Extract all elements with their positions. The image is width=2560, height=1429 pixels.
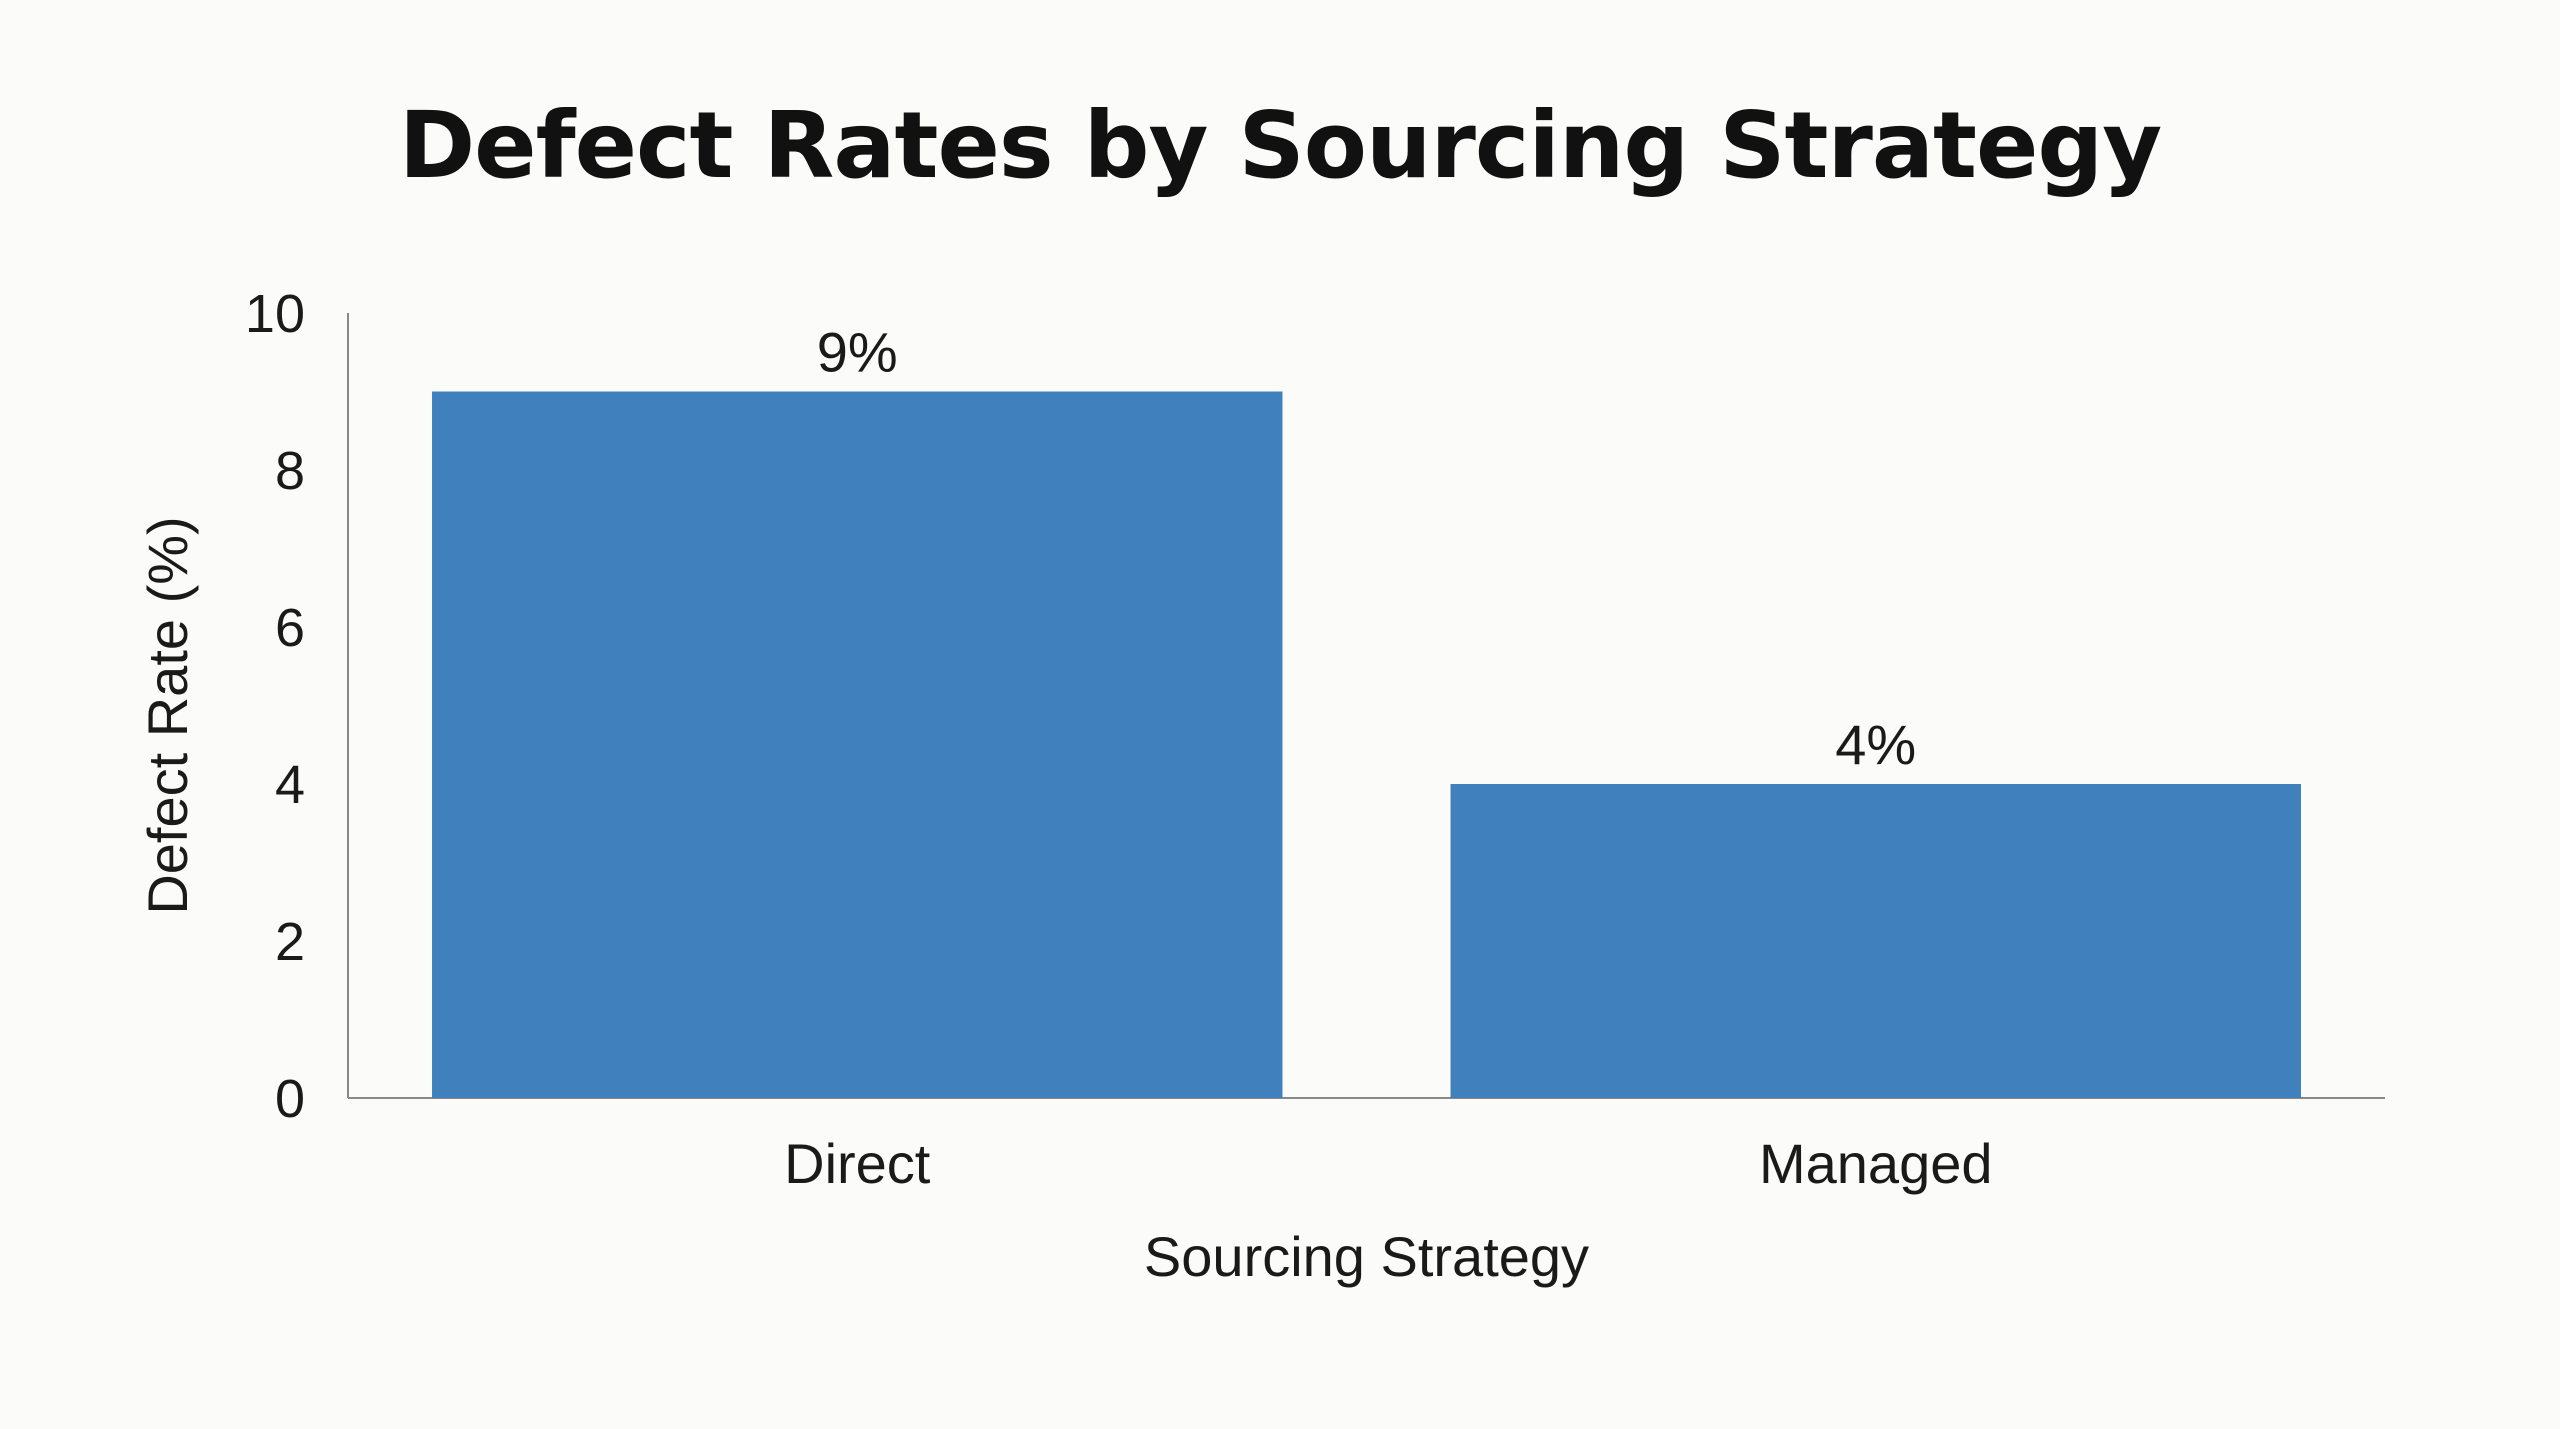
bar-managed bbox=[1450, 784, 2301, 1098]
y-tick-label: 8 bbox=[275, 441, 305, 501]
y-axis: 0 2 4 6 8 10 bbox=[245, 284, 349, 1129]
x-axis-title: Sourcing Strategy bbox=[1144, 1225, 1589, 1288]
bar-direct bbox=[432, 391, 1283, 1098]
data-label-managed: 4% bbox=[1835, 713, 1916, 776]
y-tick-label: 10 bbox=[245, 284, 305, 344]
x-axis: Direct Managed bbox=[348, 1097, 2385, 1195]
y-axis-title: Defect Rate (%) bbox=[136, 516, 199, 914]
y-tick-label: 0 bbox=[275, 1069, 305, 1129]
chart-title: Defect Rates by Sourcing Strategy bbox=[398, 92, 2162, 199]
bar-series bbox=[432, 391, 2301, 1098]
x-tick-label-managed: Managed bbox=[1759, 1132, 1993, 1195]
x-tick-label-direct: Direct bbox=[784, 1132, 931, 1195]
data-label-direct: 9% bbox=[817, 321, 898, 384]
y-tick-label: 2 bbox=[275, 912, 305, 972]
data-labels: 9% 4% bbox=[817, 321, 1916, 777]
y-tick-label: 6 bbox=[275, 598, 305, 658]
y-tick-label: 4 bbox=[275, 755, 305, 815]
